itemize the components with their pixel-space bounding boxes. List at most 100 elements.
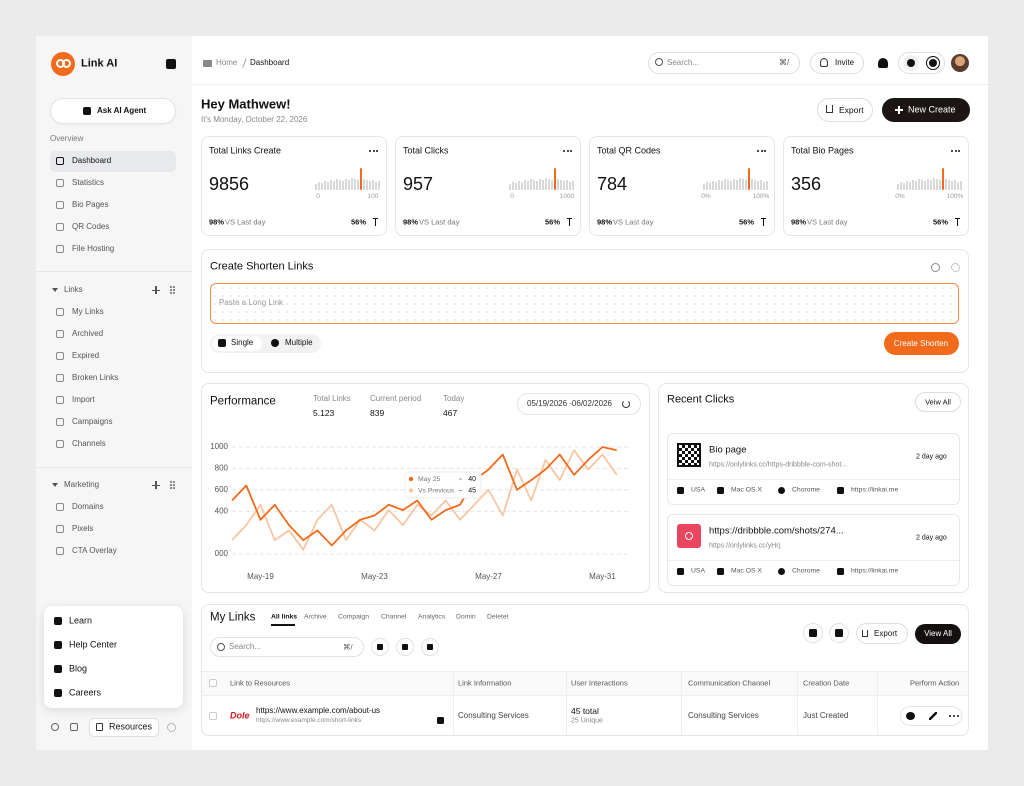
tab[interactable]: Domin [456, 613, 476, 621]
icon [56, 503, 64, 511]
stat-value: 784 [597, 174, 628, 194]
nav-item[interactable]: CTA Overlay [72, 546, 117, 555]
nav-item[interactable]: Import [72, 395, 95, 404]
stat-change-label: VS Last day [419, 217, 460, 227]
nav-item[interactable]: Channels [72, 439, 106, 448]
gauge-min: 0% [895, 192, 905, 200]
avatar[interactable] [951, 54, 969, 72]
icon [173, 481, 175, 483]
export-label: Export [874, 629, 898, 638]
icon [954, 180, 956, 190]
click-item[interactable] [667, 514, 960, 586]
divider [192, 84, 988, 85]
search-box[interactable] [648, 52, 800, 74]
nav-item[interactable]: Archived [72, 329, 104, 338]
icon [898, 105, 900, 114]
icon [375, 182, 377, 190]
links-search[interactable] [210, 637, 364, 657]
icon [427, 644, 433, 650]
tab[interactable]: Compaign [338, 613, 369, 621]
nav-item[interactable]: Broken Links [72, 373, 119, 382]
icon [761, 218, 766, 226]
ask-ai-button[interactable] [50, 98, 176, 124]
help-item[interactable]: Help Center [69, 639, 118, 650]
nav-item[interactable]: Pixels [72, 524, 94, 533]
nav-item[interactable]: Domains [72, 502, 104, 511]
breadcrumb: Dashboard [250, 58, 290, 67]
stat-change: 98% [209, 217, 225, 227]
icon [936, 179, 938, 190]
tab[interactable]: Channel [381, 613, 407, 621]
click-item[interactable] [667, 433, 960, 505]
sidebar-toggle[interactable] [166, 59, 176, 69]
icon [170, 484, 172, 486]
date: It's Monday, October 22, 2026 [201, 115, 308, 124]
help-card [44, 606, 183, 708]
icon [837, 568, 844, 575]
nav-item[interactable]: Statistics [72, 178, 105, 187]
long-link-input[interactable] [210, 283, 959, 324]
invite-button[interactable] [810, 52, 864, 74]
icon [217, 643, 225, 651]
nav-item[interactable]: QR Codes [72, 222, 110, 231]
icon [170, 289, 172, 291]
tab[interactable]: All links [271, 613, 298, 621]
icon [569, 182, 571, 190]
icon [348, 180, 350, 190]
search-placeholder: Search... [667, 58, 700, 67]
nav-item[interactable]: My Links [72, 307, 104, 316]
mode-label[interactable]: Multiple [285, 338, 313, 347]
icon [173, 286, 175, 288]
column-divider [797, 671, 798, 735]
view-all-button[interactable] [915, 624, 961, 644]
section-label[interactable]: Marketing [64, 480, 100, 489]
icon [56, 308, 64, 316]
help-item[interactable]: Blog [69, 663, 88, 674]
icon [924, 181, 926, 190]
icon [56, 179, 64, 187]
date-range[interactable] [517, 393, 641, 415]
icon [377, 644, 383, 650]
link-info: Consulting Services [458, 711, 529, 720]
icon [351, 178, 353, 190]
copy-button[interactable] [437, 717, 444, 724]
icon [706, 182, 708, 190]
perf-stat-label: Today [443, 394, 465, 403]
icon [677, 568, 684, 575]
notifications[interactable] [878, 58, 888, 68]
link-url[interactable]: https://www.example.com/about-us [256, 706, 381, 715]
nav-item[interactable]: Expired [72, 351, 100, 360]
view-all-button[interactable] [915, 392, 961, 412]
nav-item[interactable]: File Hosting [72, 244, 115, 253]
icon [509, 184, 511, 190]
action-edit[interactable] [929, 712, 937, 720]
stat-change-label: VS Last day [613, 217, 654, 227]
section-label[interactable]: Links [64, 285, 83, 294]
action-comment[interactable] [906, 712, 915, 720]
nav-item[interactable]: Bio Pages [72, 200, 109, 209]
icon [948, 180, 950, 190]
help-item[interactable]: Careers [69, 687, 102, 698]
resources-button[interactable] [89, 718, 159, 737]
create-shorten-button[interactable] [884, 332, 959, 355]
tab[interactable]: Analytics [418, 613, 446, 621]
help-item[interactable]: Learn [69, 615, 93, 626]
breadcrumb[interactable]: Home [216, 58, 238, 67]
table-header [202, 671, 968, 696]
nav-item[interactable]: Dashboard [72, 156, 112, 165]
tab[interactable]: Archive [304, 613, 327, 621]
export-button[interactable] [856, 623, 908, 644]
icon [909, 182, 911, 190]
invite-label: Invite [835, 58, 855, 67]
icon [54, 641, 62, 649]
tab[interactable]: Deletet [487, 613, 509, 621]
icon [333, 181, 335, 190]
icon [330, 180, 332, 190]
stat-value: 9856 [209, 174, 250, 194]
icon [52, 288, 58, 292]
icon [954, 150, 957, 152]
nav-item[interactable]: Campaigns [72, 417, 113, 426]
icon [563, 181, 565, 190]
icon [203, 60, 212, 67]
icon [354, 179, 356, 190]
